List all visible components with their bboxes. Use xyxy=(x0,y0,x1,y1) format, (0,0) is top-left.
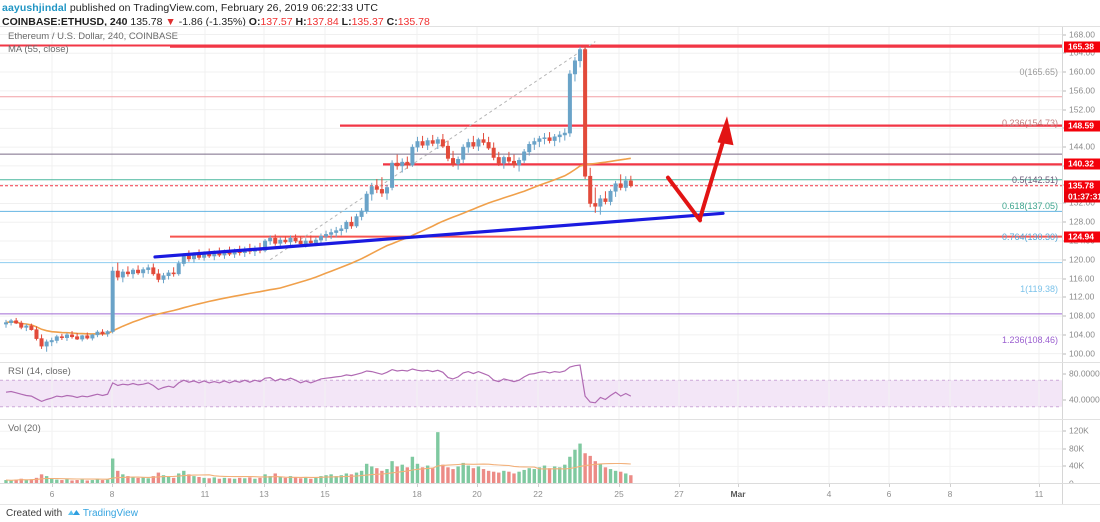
time-axis-tick-mark xyxy=(619,484,620,487)
rsi-plot-area[interactable] xyxy=(0,363,1062,419)
last-price: 135.78 xyxy=(130,16,163,28)
price-axis-tick: 108.00 xyxy=(1063,311,1100,321)
price-axis-tick: 100.00 xyxy=(1063,349,1100,358)
volume-axis-tick: 80K xyxy=(1063,444,1100,453)
time-axis-tick-mark xyxy=(112,484,113,487)
low-key: L: xyxy=(341,16,352,28)
time-axis-tick-mark xyxy=(950,484,951,487)
publish-text: published on TradingView.com, February 2… xyxy=(69,2,379,14)
price-axis-tick: 144.00 xyxy=(1063,142,1100,152)
price-change: -1.86 (-1.35%) xyxy=(178,16,246,28)
time-axis-tick-mark xyxy=(738,484,739,487)
time-axis-tick-mark xyxy=(889,484,890,487)
price-pane[interactable]: Ethereum / U.S. Dollar, 240, COINBASE MA… xyxy=(0,26,1100,362)
footer: Created with TradingView xyxy=(0,504,1100,522)
volume-plot-area[interactable] xyxy=(0,420,1062,483)
fib-level-label: 0.5(142.51) xyxy=(1011,175,1058,186)
rsi-axis-tick: 40.0000 xyxy=(1063,395,1100,405)
time-axis-tick-mark xyxy=(205,484,206,487)
time-axis-tick-mark xyxy=(829,484,830,487)
price-axis-tick: 112.00 xyxy=(1063,292,1100,302)
open-key: O: xyxy=(248,16,261,28)
tradingview-logo-icon xyxy=(67,508,81,518)
price-axis-tick: 128.00 xyxy=(1063,217,1100,227)
price-down-triangle-icon: ▼ xyxy=(165,16,176,28)
time-axis-tick-mark xyxy=(1039,484,1040,487)
price-axis-tag: 140.32 xyxy=(1064,158,1100,170)
price-axis-tag: 148.59 xyxy=(1064,120,1100,132)
price-axis-tick: 104.00 xyxy=(1063,330,1100,339)
time-axis-label: Mar xyxy=(730,489,746,499)
time-axis-label: 4 xyxy=(826,489,832,499)
time-axis-label: 11 xyxy=(200,489,210,499)
rsi-axis-tick: 80.0000 xyxy=(1063,369,1100,378)
volume-legend: Vol (20) xyxy=(8,423,41,434)
fib-level-label: 1.236(108.46) xyxy=(1001,334,1058,345)
open-value: 137.57 xyxy=(260,16,293,28)
rsi-axis[interactable]: 80.0000 40.0000 xyxy=(1062,363,1100,419)
volume-axis[interactable]: 120K80K40K0 xyxy=(1062,420,1100,488)
tradingview-brand[interactable]: TradingView xyxy=(82,508,138,519)
time-axis-tick-mark xyxy=(417,484,418,487)
volume-axis-tick: 40K xyxy=(1063,461,1100,471)
time-axis-tick-mark xyxy=(264,484,265,487)
price-axis-tag: 165.38 xyxy=(1064,41,1100,53)
price-plot-area[interactable] xyxy=(0,27,1062,362)
price-axis-tick: 132.00 xyxy=(1063,198,1100,208)
author-name[interactable]: aayushjindal xyxy=(2,2,67,14)
price-axis-tick: 168.00 xyxy=(1063,30,1100,39)
price-axis-tick: 116.00 xyxy=(1063,274,1100,283)
time-axis-label: 25 xyxy=(614,489,624,499)
symbol-label[interactable]: COINBASE:ETHUSD, 240 xyxy=(2,16,128,28)
price-axis-tick: 164.00 xyxy=(1063,48,1100,58)
time-axis-label: 8 xyxy=(109,489,115,499)
time-axis-label: 15 xyxy=(320,489,330,499)
high-key: H: xyxy=(295,16,307,28)
volume-pane[interactable]: Vol (20) 120K80K40K0 xyxy=(0,419,1100,488)
time-axis[interactable]: 6 8 11 13 15 18 20 22 25 27 Mar 4 6 8 11 xyxy=(0,483,1100,505)
time-axis-label: 11 xyxy=(1034,489,1044,499)
time-axis-separator xyxy=(1062,484,1063,505)
price-axis-tag: 135.78 xyxy=(1064,180,1100,192)
price-axis[interactable]: 168.00164.00160.00156.00152.00148.00144.… xyxy=(1062,27,1100,362)
rsi-pane[interactable]: RSI (14, close) 80.0000 40.0000 xyxy=(0,362,1100,419)
time-axis-tick-mark xyxy=(325,484,326,487)
fib-level-label: 0.764(130.30) xyxy=(1001,232,1058,243)
price-axis-tick: 156.00 xyxy=(1063,86,1100,95)
price-pane-legend: Ethereum / U.S. Dollar, 240, COINBASE xyxy=(8,31,179,42)
symbol-quote-bar: COINBASE:ETHUSD, 240 135.78 ▼ -1.86 (-1.… xyxy=(2,16,1100,28)
time-axis-label: 6 xyxy=(49,489,55,499)
time-axis-tick-mark xyxy=(679,484,680,487)
time-axis-tick-mark xyxy=(52,484,53,487)
time-axis-label: 8 xyxy=(947,489,953,499)
time-axis-label: 6 xyxy=(886,489,892,499)
time-axis-label: 22 xyxy=(533,489,543,499)
volume-axis-tick: 120K xyxy=(1063,426,1100,436)
rsi-legend: RSI (14, close) xyxy=(8,366,71,377)
high-value: 137.84 xyxy=(306,16,339,28)
fib-level-label: 0(165.65) xyxy=(1019,66,1058,77)
fib-level-label: 1(119.38) xyxy=(1020,283,1058,294)
price-axis-tag: 124.94 xyxy=(1064,231,1100,243)
time-axis-tick-mark xyxy=(477,484,478,487)
bar-countdown-tag: 01:37:31 xyxy=(1064,191,1100,203)
fib-level-label: 0.236(154.73) xyxy=(1001,117,1058,128)
price-axis-tick: 120.00 xyxy=(1063,255,1100,264)
publish-info: aayushjindal published on TradingView.co… xyxy=(2,2,1100,14)
ma-legend: MA (55, close) xyxy=(8,44,69,55)
close-key: C: xyxy=(386,16,398,28)
time-axis-label: 20 xyxy=(472,489,482,499)
time-axis-label: 13 xyxy=(259,489,269,499)
time-axis-label: 18 xyxy=(412,489,422,499)
time-axis-label: 27 xyxy=(674,489,684,499)
chart-header: aayushjindal published on TradingView.co… xyxy=(0,0,1100,28)
fib-level-label: 0.618(137.05) xyxy=(1001,200,1058,211)
low-value: 135.37 xyxy=(351,16,384,28)
close-value: 135.78 xyxy=(397,16,430,28)
created-with-label: Created with xyxy=(6,508,63,519)
price-axis-tick: 152.00 xyxy=(1063,105,1100,114)
time-axis-tick-mark xyxy=(538,484,539,487)
price-axis-tick: 160.00 xyxy=(1063,67,1100,77)
